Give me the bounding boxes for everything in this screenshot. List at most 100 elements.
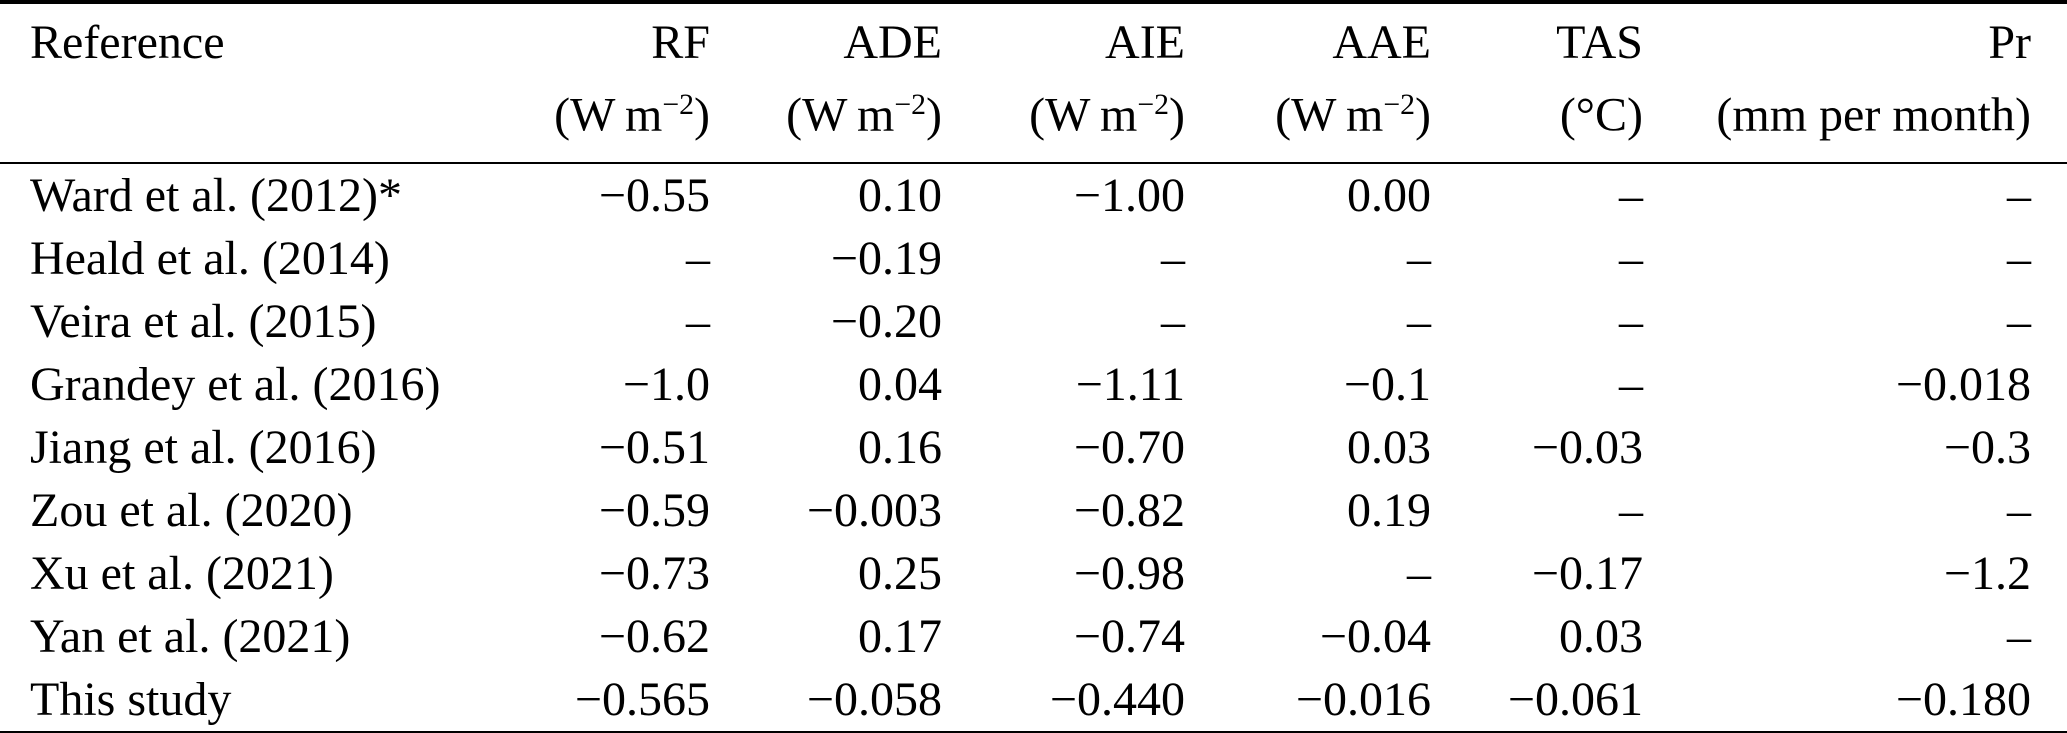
value-cell-ade: 0.04: [858, 358, 942, 412]
unit-text: (W m: [1275, 88, 1384, 142]
value-cell-pr: −0.180: [1895, 673, 2031, 727]
value-cell-tas: −0.17: [1531, 547, 1643, 601]
table-row: Yan et al. (2021) −0.62 0.17 −0.74 −0.04 0.03…: [0, 605, 2067, 668]
table-row: This study −0.565 −0.058 −0.440 −0.016 −0.061…: [0, 668, 2067, 733]
value-cell-aie: −1.00: [1073, 169, 1185, 223]
unit-text: (°C): [1559, 88, 1643, 142]
column-label: TAS: [1556, 16, 1643, 69]
value-cell-pr: −1.2: [1943, 547, 2031, 601]
value-cell-aae: –: [1407, 232, 1431, 286]
value-cell-aae: −0.016: [1295, 673, 1431, 727]
value-cell-tas: –: [1619, 358, 1643, 412]
table-row: Jiang et al. (2016) −0.51 0.16 −0.70 0.03 −0.…: [0, 416, 2067, 479]
column-label: Reference: [30, 16, 225, 69]
reference-cell: Grandey et al. (2016): [30, 358, 441, 412]
value-cell-aie: –: [1161, 232, 1185, 286]
value-cell-aie: −0.82: [1073, 484, 1185, 538]
column-label: AIE: [1105, 16, 1185, 69]
value-cell-pr: –: [2007, 484, 2031, 538]
table-row: Heald et al. (2014) – −0.19 – – – –: [0, 227, 2067, 290]
column-unit: (W m−2): [710, 74, 942, 146]
value-cell-rf: −0.565: [574, 673, 710, 727]
value-cell-aie: −0.98: [1073, 547, 1185, 601]
value-cell-ade: 0.17: [858, 610, 942, 664]
column-unit: (W m−2): [942, 74, 1185, 146]
value-cell-aie: −0.74: [1073, 610, 1185, 664]
value-cell-ade: −0.20: [830, 295, 942, 349]
column-header-ade: ADE (W m−2): [710, 2, 942, 163]
unit-text: (W m: [1029, 88, 1138, 142]
column-label: ADE: [843, 16, 942, 69]
unit-text: (mm per month): [1716, 88, 2031, 142]
value-cell-rf: –: [686, 295, 710, 349]
unit-superscript: −2: [894, 88, 927, 121]
unit-superscript: −2: [662, 88, 695, 121]
table-row: Ward et al. (2012)* −0.55 0.10 −1.00 0.00 – –: [0, 163, 2067, 227]
value-cell-tas: –: [1619, 484, 1643, 538]
header-row: Reference RF (W m−2) ADE (W m−2) AIE (W m−2) AA…: [0, 2, 2067, 164]
unit-superscript: −2: [1137, 88, 1170, 121]
value-cell-pr: −0.018: [1895, 358, 2031, 412]
column-unit: (°C): [1431, 74, 1643, 146]
column-unit: (mm per month): [1643, 74, 2031, 146]
value-cell-pr: –: [2007, 295, 2031, 349]
table-row: Grandey et al. (2016) −1.0 0.04 −1.11 −0.1 – −…: [0, 353, 2067, 416]
unit-text: ): [1169, 88, 1185, 142]
column-unit: (W m−2): [1185, 74, 1431, 146]
column-header-aie: AIE (W m−2): [942, 2, 1185, 163]
column-header-tas: TAS (°C): [1431, 2, 1643, 163]
value-cell-tas: −0.03: [1531, 421, 1643, 475]
unit-text: ): [926, 88, 942, 142]
reference-cell: Zou et al. (2020): [30, 484, 353, 538]
table-row: Veira et al. (2015) – −0.20 – – – –: [0, 290, 2067, 353]
value-cell-tas: −0.061: [1507, 673, 1643, 727]
unit-text: ): [694, 88, 710, 142]
value-cell-aae: 0.00: [1347, 169, 1431, 223]
value-cell-tas: 0.03: [1559, 610, 1643, 664]
value-cell-ade: −0.058: [806, 673, 942, 727]
value-cell-aae: −0.04: [1319, 610, 1431, 664]
column-header-pr: Pr (mm per month): [1643, 2, 2067, 163]
unit-text: (W m: [554, 88, 663, 142]
value-cell-pr: –: [2007, 232, 2031, 286]
value-cell-rf: −1.0: [622, 358, 710, 412]
value-cell-tas: –: [1619, 232, 1643, 286]
value-cell-ade: −0.003: [806, 484, 942, 538]
reference-cell: Heald et al. (2014): [30, 232, 390, 286]
value-cell-ade: −0.19: [830, 232, 942, 286]
value-cell-ade: 0.25: [858, 547, 942, 601]
column-label: RF: [651, 16, 710, 69]
reference-cell: Veira et al. (2015): [30, 295, 377, 349]
value-cell-aae: 0.19: [1347, 484, 1431, 538]
value-cell-aie: –: [1161, 295, 1185, 349]
value-cell-aie: −0.70: [1073, 421, 1185, 475]
value-cell-rf: –: [686, 232, 710, 286]
unit-text: (W m: [786, 88, 895, 142]
column-label: Pr: [1988, 16, 2031, 69]
value-cell-aae: −0.1: [1343, 358, 1431, 412]
column-header-aae: AAE (W m−2): [1185, 2, 1431, 163]
value-cell-rf: −0.73: [598, 547, 710, 601]
reference-cell: Jiang et al. (2016): [30, 421, 377, 475]
column-header-rf: RF (W m−2): [460, 2, 710, 163]
value-cell-rf: −0.51: [598, 421, 710, 475]
value-cell-aie: −1.11: [1075, 358, 1185, 412]
table-row: Zou et al. (2020) −0.59 −0.003 −0.82 0.19 – –: [0, 479, 2067, 542]
table-body: Ward et al. (2012)* −0.55 0.10 −1.00 0.00– – H…: [0, 163, 2067, 733]
value-cell-tas: –: [1619, 295, 1643, 349]
value-cell-aie: −0.440: [1049, 673, 1185, 727]
value-cell-ade: 0.10: [858, 169, 942, 223]
value-cell-pr: –: [2007, 169, 2031, 223]
unit-text: ): [1415, 88, 1431, 142]
value-cell-rf: −0.62: [598, 610, 710, 664]
column-label: AAE: [1332, 16, 1431, 69]
value-cell-rf: −0.59: [598, 484, 710, 538]
value-cell-aae: –: [1407, 295, 1431, 349]
unit-superscript: −2: [1383, 88, 1416, 121]
column-unit: (W m−2): [460, 74, 710, 146]
reference-cell: Ward et al. (2012)*: [30, 169, 402, 223]
reference-cell: Yan et al. (2021): [30, 610, 351, 664]
value-cell-pr: –: [2007, 610, 2031, 664]
